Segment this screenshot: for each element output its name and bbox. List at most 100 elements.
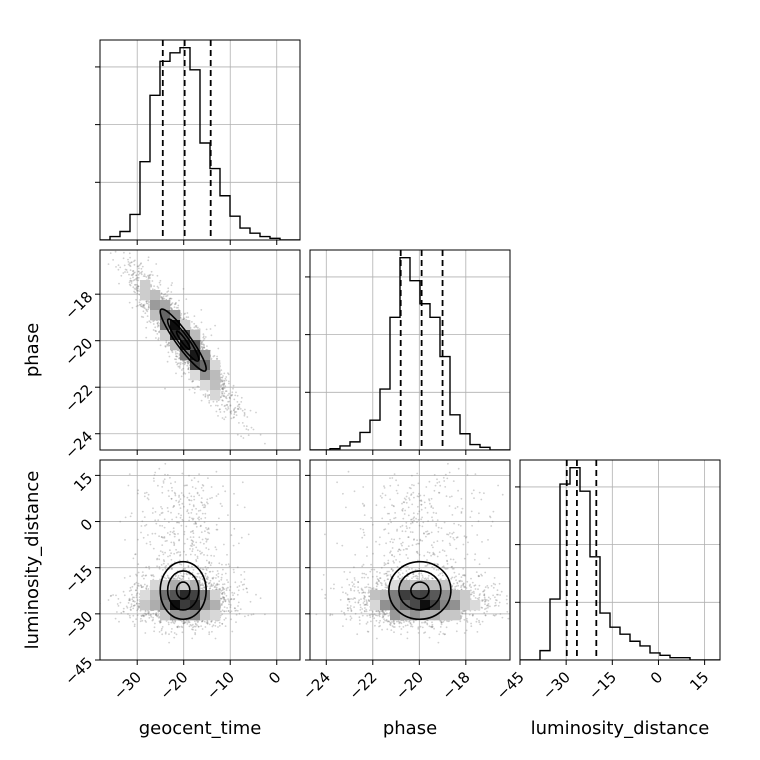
sample-point xyxy=(136,587,139,589)
sample-point xyxy=(147,306,150,308)
sample-point xyxy=(227,610,230,612)
sample-point xyxy=(195,507,198,510)
sample-point xyxy=(224,600,227,603)
sample-point xyxy=(201,568,204,571)
sample-point xyxy=(223,543,225,546)
sample-point xyxy=(137,582,140,585)
sample-point xyxy=(228,382,230,385)
sample-point xyxy=(193,498,196,501)
sample-point xyxy=(226,404,228,406)
sample-point xyxy=(133,583,136,586)
sample-point xyxy=(213,582,216,585)
sample-point xyxy=(215,548,218,551)
sample-point xyxy=(167,576,169,578)
sample-point xyxy=(194,632,197,634)
sample-point xyxy=(233,492,235,495)
sample-point xyxy=(188,503,191,506)
sample-point xyxy=(162,562,165,565)
sample-point xyxy=(167,555,169,558)
sample-point xyxy=(178,357,181,360)
sample-point xyxy=(243,583,246,586)
sample-point xyxy=(161,525,164,527)
sample-point xyxy=(154,329,157,332)
sample-point xyxy=(132,596,134,599)
sample-point xyxy=(152,547,155,550)
sample-point xyxy=(208,623,211,626)
sample-point xyxy=(190,512,193,514)
sample-point xyxy=(197,480,200,483)
sample-point xyxy=(172,506,175,508)
sample-point xyxy=(206,502,209,505)
sample-point xyxy=(155,330,158,333)
sample-point xyxy=(157,519,160,521)
sample-point xyxy=(196,624,199,626)
sample-point xyxy=(147,259,150,262)
sample-point xyxy=(236,433,239,436)
sample-point xyxy=(183,313,186,315)
sample-point xyxy=(143,307,146,310)
sample-point xyxy=(186,538,189,540)
sample-point xyxy=(195,525,198,528)
sample-point xyxy=(182,575,185,578)
sample-point xyxy=(137,273,140,276)
panel-frame xyxy=(99,249,301,451)
sample-point xyxy=(152,575,155,578)
sample-point xyxy=(136,599,139,601)
sample-point xyxy=(228,396,231,399)
sample-point xyxy=(160,564,163,566)
sample-point xyxy=(230,394,233,397)
sample-point xyxy=(204,572,207,575)
sample-point xyxy=(215,404,217,407)
sample-point xyxy=(173,535,176,538)
density-cell xyxy=(160,310,171,321)
sample-point xyxy=(205,569,208,571)
sample-point xyxy=(240,396,243,399)
sample-point xyxy=(170,291,173,293)
sample-point xyxy=(200,524,202,527)
sample-point xyxy=(170,307,173,310)
sample-point xyxy=(170,558,173,561)
sample-point xyxy=(178,559,181,562)
sample-point xyxy=(196,572,199,575)
sample-point xyxy=(129,277,132,280)
sample-point xyxy=(155,614,157,617)
sample-point xyxy=(144,612,147,615)
sample-point xyxy=(148,611,150,614)
sample-point xyxy=(196,555,199,558)
sample-point xyxy=(166,507,169,509)
sample-point xyxy=(158,330,160,333)
sample-point xyxy=(234,581,237,584)
sample-point xyxy=(144,275,146,277)
sample-point xyxy=(128,301,131,304)
sample-point xyxy=(173,632,176,634)
sample-point xyxy=(137,563,140,566)
sample-point xyxy=(140,585,143,587)
sample-point xyxy=(201,538,204,541)
sample-point xyxy=(220,576,223,579)
sample-point xyxy=(177,574,180,577)
sample-point xyxy=(225,610,228,612)
sample-point xyxy=(122,272,125,274)
sample-point xyxy=(221,609,224,612)
sample-point xyxy=(221,613,224,616)
sample-point xyxy=(136,290,139,293)
sample-point xyxy=(202,333,205,336)
sample-point xyxy=(249,600,252,603)
sample-point xyxy=(208,561,211,563)
sample-point xyxy=(162,298,165,301)
sample-point xyxy=(109,595,112,597)
sample-point xyxy=(156,274,159,277)
density-cell xyxy=(140,290,151,301)
sample-point xyxy=(117,605,120,607)
sample-point xyxy=(204,395,207,398)
sample-point xyxy=(216,404,219,407)
sample-point xyxy=(217,347,220,350)
sample-point xyxy=(140,531,142,534)
sample-point xyxy=(128,599,130,602)
sample-point xyxy=(146,497,149,499)
sample-point xyxy=(149,283,152,286)
sample-point xyxy=(137,287,139,289)
sample-point xyxy=(221,379,224,381)
sample-point xyxy=(218,562,221,565)
sample-point xyxy=(133,272,135,274)
